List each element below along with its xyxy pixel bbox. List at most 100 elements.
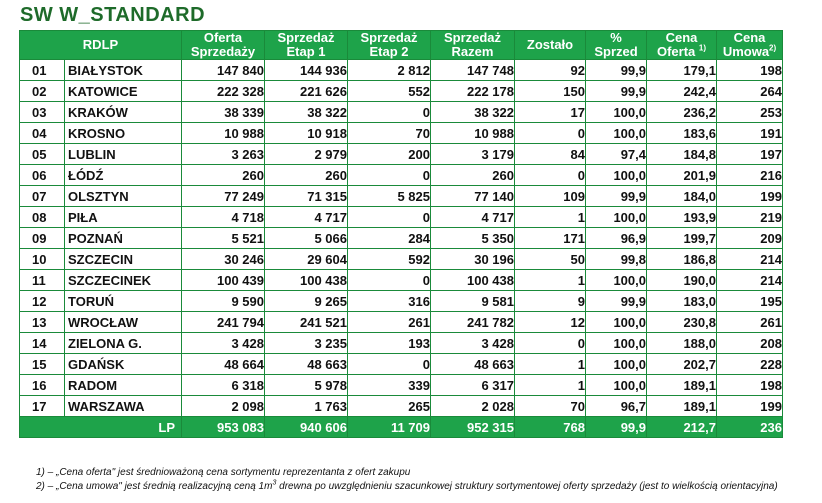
cell-cena-oferta: 199,7	[646, 227, 717, 249]
cell-cena-oferta: 188,0	[646, 332, 717, 354]
table-row: 17 WARSZAWA 2 098 1 763 265 2 028 70 96,7 189,1 1…	[19, 395, 783, 417]
cell-oferta: 147 840	[181, 59, 265, 81]
cell-etap1: 144 936	[264, 59, 348, 81]
cell-cena-umowa: 219	[716, 206, 783, 228]
cell-etap2: 552	[347, 80, 431, 102]
cell-etap1: 241 521	[264, 311, 348, 333]
total-razem: 952 315	[430, 416, 515, 438]
row-number: 06	[19, 164, 65, 186]
cell-etap1: 9 265	[264, 290, 348, 312]
cell-etap1: 100 438	[264, 269, 348, 291]
cell-cena-oferta: 190,0	[646, 269, 717, 291]
total-procent: 99,9	[585, 416, 647, 438]
cell-procent: 100,0	[585, 332, 647, 354]
cell-procent: 99,9	[585, 185, 647, 207]
cell-cena-umowa: 264	[716, 80, 783, 102]
table-row: 08 PIŁA 4 718 4 717 0 4 717 1 100,0 193,9 219	[19, 206, 783, 228]
cell-etap2: 316	[347, 290, 431, 312]
cell-cena-oferta: 184,8	[646, 143, 717, 165]
cell-zostalo: 9	[514, 290, 586, 312]
table-row: 10 SZCZECIN 30 246 29 604 592 30 196 50 99,8 186…	[19, 248, 783, 270]
row-rdlp-name: WARSZAWA	[64, 395, 182, 417]
cell-etap2: 0	[347, 269, 431, 291]
cell-zostalo: 17	[514, 101, 586, 123]
row-number: 17	[19, 395, 65, 417]
cell-etap1: 1 763	[264, 395, 348, 417]
cell-etap1: 5 978	[264, 374, 348, 396]
table-row: 12 TORUŃ 9 590 9 265 316 9 581 9 99,9 183,0 195	[19, 290, 783, 312]
total-etap1: 940 606	[264, 416, 348, 438]
cell-zostalo: 171	[514, 227, 586, 249]
cell-etap2: 0	[347, 101, 431, 123]
cell-etap2: 261	[347, 311, 431, 333]
row-rdlp-name: PIŁA	[64, 206, 182, 228]
cell-cena-umowa: 228	[716, 353, 783, 375]
row-number: 03	[19, 101, 65, 123]
header-cena-oferta: Cena Oferta 1)	[646, 30, 717, 60]
cell-cena-oferta: 179,1	[646, 59, 717, 81]
cell-oferta: 260	[181, 164, 265, 186]
cell-etap1: 4 717	[264, 206, 348, 228]
cell-zostalo: 50	[514, 248, 586, 270]
row-rdlp-name: KATOWICE	[64, 80, 182, 102]
cell-razem: 38 322	[430, 101, 515, 123]
cell-oferta: 4 718	[181, 206, 265, 228]
cell-etap1: 5 066	[264, 227, 348, 249]
total-etap2: 11 709	[347, 416, 431, 438]
total-oferta: 953 083	[181, 416, 265, 438]
row-number: 05	[19, 143, 65, 165]
cell-etap1: 3 235	[264, 332, 348, 354]
cell-etap2: 592	[347, 248, 431, 270]
row-rdlp-name: ZIELONA G.	[64, 332, 182, 354]
cell-oferta: 48 664	[181, 353, 265, 375]
cell-razem: 260	[430, 164, 515, 186]
table-row: 06 ŁÓDŹ 260 260 0 260 0 100,0 201,9 216	[19, 164, 783, 186]
table-row: 02 KATOWICE 222 328 221 626 552 222 178 150 99,…	[19, 80, 783, 102]
cell-razem: 5 350	[430, 227, 515, 249]
cell-zostalo: 0	[514, 164, 586, 186]
cell-procent: 100,0	[585, 206, 647, 228]
cell-cena-oferta: 183,6	[646, 122, 717, 144]
cell-etap1: 2 979	[264, 143, 348, 165]
cell-etap2: 200	[347, 143, 431, 165]
cell-procent: 100,0	[585, 101, 647, 123]
cell-procent: 100,0	[585, 311, 647, 333]
cell-zostalo: 70	[514, 395, 586, 417]
cell-etap2: 2 812	[347, 59, 431, 81]
cell-cena-umowa: 195	[716, 290, 783, 312]
table-body: 01 BIAŁYSTOK 147 840 144 936 2 812 147 748 92 9…	[19, 59, 783, 417]
cell-zostalo: 1	[514, 206, 586, 228]
cell-etap2: 0	[347, 164, 431, 186]
cell-razem: 10 988	[430, 122, 515, 144]
cell-procent: 99,9	[585, 290, 647, 312]
cell-procent: 99,9	[585, 80, 647, 102]
cell-cena-umowa: 191	[716, 122, 783, 144]
cell-zostalo: 0	[514, 332, 586, 354]
cell-etap2: 70	[347, 122, 431, 144]
cell-razem: 3 179	[430, 143, 515, 165]
row-rdlp-name: SZCZECINEK	[64, 269, 182, 291]
cell-razem: 147 748	[430, 59, 515, 81]
cell-procent: 100,0	[585, 374, 647, 396]
cell-cena-oferta: 230,8	[646, 311, 717, 333]
footnote-1: 1) – „Cena oferta" jest średnioważoną ce…	[36, 467, 411, 478]
footnotes: 1) – „Cena oferta" jest średnioważoną ce…	[36, 466, 778, 494]
cell-etap1: 29 604	[264, 248, 348, 270]
row-rdlp-name: SZCZECIN	[64, 248, 182, 270]
cell-etap2: 284	[347, 227, 431, 249]
cell-oferta: 77 249	[181, 185, 265, 207]
header-procent: % Sprzed	[585, 30, 647, 60]
header-oferta: Oferta Sprzedaży	[181, 30, 265, 60]
cell-cena-oferta: 189,1	[646, 395, 717, 417]
cell-oferta: 10 988	[181, 122, 265, 144]
cell-razem: 241 782	[430, 311, 515, 333]
cell-oferta: 222 328	[181, 80, 265, 102]
cell-zostalo: 12	[514, 311, 586, 333]
cell-cena-oferta: 242,4	[646, 80, 717, 102]
table-total-row: LP 953 083 940 606 11 709 952 315 768 99…	[19, 416, 783, 438]
cell-razem: 9 581	[430, 290, 515, 312]
sales-table: RDLP Oferta Sprzedaży Sprzedaż Etap 1 Sprz…	[19, 30, 783, 438]
row-rdlp-name: TORUŃ	[64, 290, 182, 312]
cell-oferta: 9 590	[181, 290, 265, 312]
row-number: 14	[19, 332, 65, 354]
